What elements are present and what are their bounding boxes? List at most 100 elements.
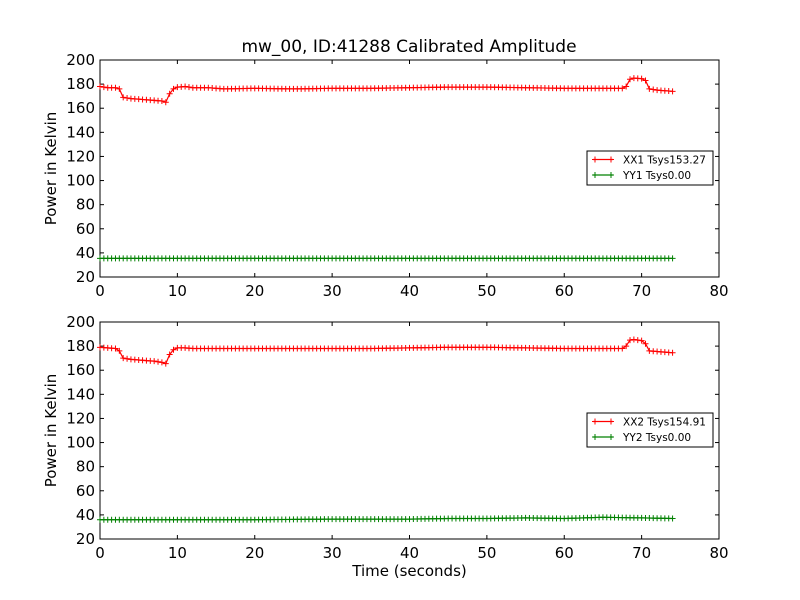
x-tick-label: 50 bbox=[477, 282, 496, 300]
y-tick-label: 160 bbox=[66, 361, 95, 379]
data-point-marker bbox=[669, 88, 676, 95]
x-tick-label: 50 bbox=[477, 544, 496, 562]
y-tick-label: 180 bbox=[66, 75, 95, 93]
x-tick-label: 0 bbox=[95, 282, 105, 300]
data-point-marker bbox=[120, 94, 127, 101]
data-point-marker bbox=[155, 358, 162, 365]
data-point-marker bbox=[116, 85, 123, 92]
series-1 bbox=[97, 75, 676, 106]
series-2 bbox=[97, 514, 676, 523]
data-point-marker bbox=[627, 76, 634, 83]
x-tick-label: 40 bbox=[400, 282, 419, 300]
x-tick-label: 0 bbox=[95, 544, 105, 562]
data-point-marker bbox=[638, 75, 645, 82]
data-point-marker bbox=[642, 77, 649, 84]
data-point-marker bbox=[97, 83, 103, 90]
data-point-marker bbox=[120, 355, 127, 362]
data-point-marker bbox=[646, 85, 653, 92]
data-point-marker bbox=[642, 340, 649, 347]
y-tick-label: 60 bbox=[76, 482, 95, 500]
y-tick-label: 80 bbox=[76, 458, 95, 476]
x-tick-label: 40 bbox=[400, 544, 419, 562]
y-tick-label: 100 bbox=[66, 172, 95, 190]
data-point-marker bbox=[185, 84, 192, 91]
legend-marker bbox=[608, 418, 614, 425]
data-point-marker bbox=[638, 337, 645, 344]
legend-label: XX2 Tsys154.91 bbox=[623, 417, 706, 429]
data-point-marker bbox=[158, 97, 165, 104]
y-tick-label: 20 bbox=[76, 530, 95, 548]
data-point-marker bbox=[619, 85, 626, 92]
data-point-marker bbox=[166, 351, 173, 358]
data-point-marker bbox=[124, 355, 131, 362]
data-point-marker bbox=[182, 83, 189, 90]
data-point-marker bbox=[627, 337, 634, 344]
data-point-marker bbox=[151, 358, 158, 365]
legend-marker bbox=[608, 156, 614, 163]
data-point-marker bbox=[112, 84, 119, 91]
data-point-marker bbox=[100, 84, 107, 91]
y-axis-label: Power in Kelvin bbox=[42, 374, 60, 488]
x-tick-label: 70 bbox=[632, 282, 651, 300]
plot-panel-2: 0 10 20 30 40 50 60 70 80 20 40 60 80 100 120 140 160 180… bbox=[42, 313, 729, 580]
data-point-marker bbox=[116, 347, 123, 354]
legend-marker bbox=[608, 172, 614, 178]
data-point-marker bbox=[630, 336, 637, 343]
y-tick-label: 200 bbox=[66, 51, 95, 69]
x-tick-label: 80 bbox=[709, 544, 728, 562]
data-point-marker bbox=[170, 85, 177, 92]
x-tick-label: 20 bbox=[245, 544, 264, 562]
legend-box bbox=[586, 150, 714, 186]
x-tick-label: 30 bbox=[323, 282, 342, 300]
legend-label: YY1 Tsys0.00 bbox=[622, 170, 691, 182]
x-tick-label: 70 bbox=[632, 544, 651, 562]
y-tick-label: 80 bbox=[76, 196, 95, 214]
legend-label: YY2 Tsys0.00 bbox=[622, 432, 691, 444]
data-point-marker bbox=[619, 345, 626, 352]
y-tick-label: 120 bbox=[66, 147, 95, 165]
y-tick-label: 140 bbox=[66, 123, 95, 141]
legend-marker bbox=[592, 172, 598, 178]
y-tick-label: 20 bbox=[76, 268, 95, 286]
y-tick-label: 60 bbox=[76, 220, 95, 238]
data-point-marker bbox=[158, 359, 165, 366]
x-tick-label: 10 bbox=[168, 544, 187, 562]
figure-title: mw_00, ID:41288 Calibrated Amplitude bbox=[241, 37, 576, 57]
series-1 bbox=[97, 336, 676, 367]
legend-marker bbox=[592, 156, 598, 163]
data-point-marker bbox=[623, 83, 630, 90]
legend-marker bbox=[592, 434, 598, 440]
y-tick-label: 40 bbox=[76, 506, 95, 524]
data-point-marker bbox=[669, 349, 676, 356]
data-point-marker bbox=[623, 343, 630, 350]
legend-marker bbox=[608, 434, 614, 440]
data-point-marker bbox=[162, 360, 169, 367]
x-tick-label: 20 bbox=[245, 282, 264, 300]
data-point-marker bbox=[162, 99, 169, 106]
plot-panel-1: 0 10 20 30 40 50 60 70 80 20 40 60 80 100 120 140 160 180… bbox=[42, 51, 729, 300]
x-tick-label: 30 bbox=[323, 544, 342, 562]
x-tick-label: 10 bbox=[168, 282, 187, 300]
y-tick-label: 120 bbox=[66, 409, 95, 427]
data-point-marker bbox=[634, 337, 641, 344]
legend: XX1 Tsys153.27 YY1 Tsys0.00 bbox=[586, 150, 714, 186]
data-point-marker bbox=[112, 345, 119, 352]
data-point-marker bbox=[669, 255, 676, 262]
y-tick-label: 200 bbox=[66, 313, 95, 331]
x-tick-label: 60 bbox=[555, 282, 574, 300]
x-tick-label: 80 bbox=[709, 282, 728, 300]
legend-box bbox=[586, 412, 714, 448]
data-point-marker bbox=[170, 346, 177, 353]
data-point-marker bbox=[650, 86, 657, 93]
y-tick-label: 100 bbox=[66, 434, 95, 452]
x-axis-label: Time (seconds) bbox=[351, 562, 467, 580]
series-2 bbox=[97, 255, 676, 262]
legend-marker bbox=[592, 418, 598, 425]
y-tick-label: 160 bbox=[66, 99, 95, 117]
y-tick-label: 180 bbox=[66, 337, 95, 355]
x-tick-label: 60 bbox=[555, 544, 574, 562]
data-point-marker bbox=[124, 94, 131, 101]
y-tick-label: 40 bbox=[76, 244, 95, 262]
y-axis-label: Power in Kelvin bbox=[42, 112, 60, 226]
